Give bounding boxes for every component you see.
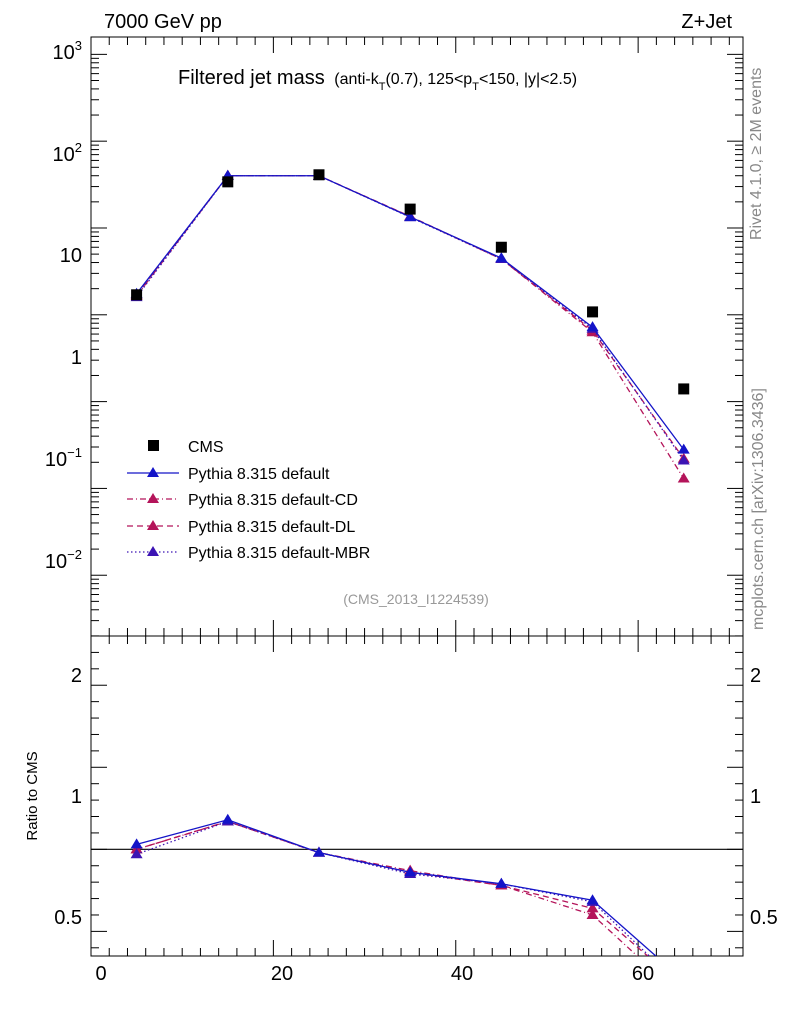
ratio-point: [404, 866, 417, 877]
series-point: [677, 454, 690, 465]
ratio-line: [136, 820, 639, 956]
x-tick-labels: 0 20 40 60: [95, 963, 654, 985]
data-point: [313, 169, 325, 181]
series-point: [677, 443, 690, 454]
legend-cms-label: CMS: [188, 439, 224, 456]
main-y-tick-labels: 103 102 10 1 10−1 10−2: [45, 38, 82, 573]
legend-default-label: Pythia 8.315 default: [188, 466, 330, 483]
ratio-tick-1-left: 1: [71, 786, 82, 808]
x-tick-0: 0: [95, 963, 106, 985]
ratio-point: [586, 908, 599, 919]
ratio-point: [495, 877, 508, 888]
legend-cms-marker: [148, 440, 159, 451]
series-point: [495, 252, 508, 263]
data-point: [678, 383, 690, 395]
legend-cd-label: Pythia 8.315 default-CD: [188, 492, 358, 509]
main-series: [130, 169, 690, 483]
ratio-tick-2-left: 2: [71, 665, 82, 687]
legend: CMS Pythia 8.315 default Pythia 8.315 de…: [127, 439, 370, 562]
y-tick-1e-1: 10−1: [45, 445, 82, 471]
data-point: [222, 176, 234, 188]
legend-cd-marker: [147, 493, 159, 503]
series-point: [586, 321, 599, 332]
series-point: [677, 472, 690, 483]
header-left: 7000 GeV pp: [104, 11, 222, 33]
ratio-line: [136, 820, 651, 956]
legend-dl-label: Pythia 8.315 default-DL: [188, 519, 355, 536]
y-tick-1e3: 103: [53, 38, 82, 64]
y-tick-1e-2: 10−2: [45, 547, 82, 573]
x-tick-60: 60: [632, 963, 654, 985]
x-tick-40: 40: [451, 963, 473, 985]
legend-mbr-marker: [147, 546, 159, 556]
source-label: mcplots.cern.ch [arXiv:1306.3436]: [750, 388, 767, 630]
ratio-point: [130, 838, 143, 849]
plot-title: Filtered jet mass (anti-kT(0.7), 125<pT<…: [178, 67, 577, 93]
y-tick-10: 10: [60, 245, 82, 267]
analysis-tag: (CMS_2013_I1224539): [343, 591, 489, 607]
legend-dl-marker: [147, 520, 159, 530]
ratio-point: [221, 813, 234, 824]
legend-default-marker: [147, 467, 159, 477]
ratio-frame: [90, 635, 744, 957]
ratio-point: [312, 846, 325, 857]
data-point: [131, 289, 143, 301]
series-point: [404, 210, 417, 221]
ratio-tick-1-right: 1: [750, 786, 761, 808]
data-point: [404, 203, 416, 215]
header-right: Z+Jet: [681, 11, 732, 33]
ratio-point: [586, 902, 599, 913]
ratio-line: [136, 820, 649, 956]
rivet-label: Rivet 4.1.0, ≥ 2M events: [748, 68, 765, 240]
ratio-y-tick-labels: 2 1 0.5 2 1 0.5: [54, 665, 778, 929]
ratio-point: [130, 848, 143, 859]
data-point: [495, 241, 507, 253]
ratio-ylabel: Ratio to CMS: [24, 751, 41, 840]
ratio-series: [130, 813, 657, 956]
ratio-tick-2-right: 2: [750, 665, 761, 687]
data-point: [587, 306, 599, 318]
y-tick-1e2: 102: [53, 140, 82, 166]
ratio-point: [586, 894, 599, 905]
y-tick-1: 1: [71, 347, 82, 369]
x-tick-20: 20: [271, 963, 293, 985]
axis-ticks: [90, 37, 743, 956]
ratio-tick-0p5-right: 0.5: [750, 907, 778, 929]
legend-mbr-label: Pythia 8.315 default-MBR: [188, 545, 370, 562]
ratio-tick-0p5-left: 0.5: [54, 907, 82, 929]
